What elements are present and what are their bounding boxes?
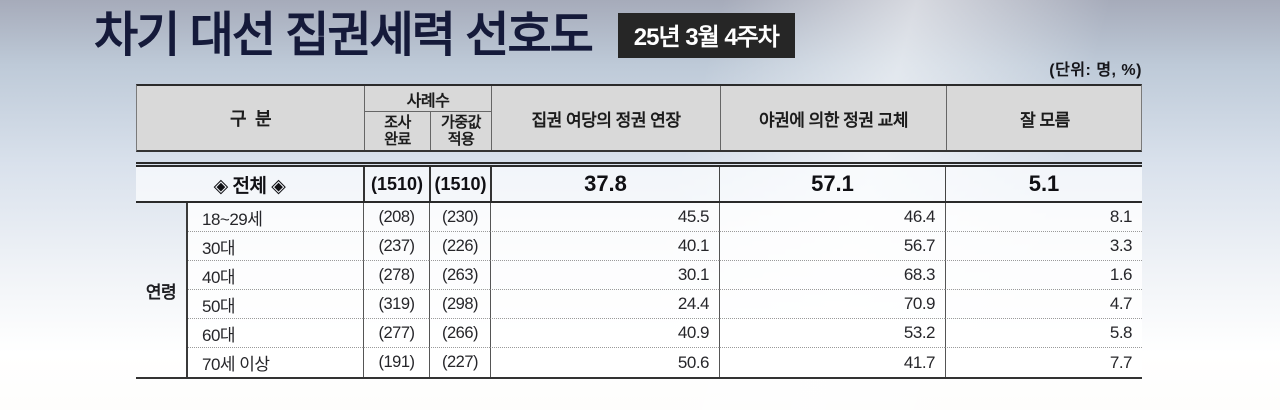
age-row-dont-know: 5.8 [945, 319, 1142, 348]
age-row-label: 50대 [188, 290, 363, 319]
age-row-ruling-extension: 45.5 [490, 203, 719, 232]
age-row-opposition-change: 41.7 [719, 348, 945, 377]
unit-label: (단위: 명, %) [1049, 62, 1142, 79]
age-row-opposition-change: 46.4 [719, 203, 945, 232]
title-row: 차기 대선 집권세력 선호도 25년 3월 4주차 [94, 8, 795, 63]
total-opposition-change: 57.1 [719, 167, 945, 201]
column-header-category: 구 분 [229, 109, 272, 129]
age-row-opposition-change: 56.7 [719, 232, 945, 261]
column-header-ruling-extension: 집권 여당의 정권 연장 [491, 86, 720, 150]
age-row-weighted: (263) [429, 261, 490, 290]
age-row-weighted: (298) [429, 290, 490, 319]
age-row-completed: (277) [363, 319, 429, 348]
age-row-ruling-extension: 24.4 [490, 290, 719, 319]
age-row-dont-know: 3.3 [945, 232, 1142, 261]
age-row-opposition-change: 68.3 [719, 261, 945, 290]
age-row-ruling-extension: 50.6 [490, 348, 719, 377]
age-row-completed: (191) [363, 348, 429, 377]
age-row-ruling-extension: 40.1 [490, 232, 719, 261]
age-row-completed: (278) [363, 261, 429, 290]
total-row: ◈ 전체 ◈ (1510) (1510) 37.8 57.1 5.1 [136, 167, 1142, 203]
age-row-weighted: (266) [429, 319, 490, 348]
age-row-label: 30대 [188, 232, 363, 261]
age-row-completed: (319) [363, 290, 429, 319]
age-row-completed: (237) [363, 232, 429, 261]
age-row-ruling-extension: 40.9 [490, 319, 719, 348]
column-header-cases-weighted: 가중값 적용 [430, 112, 491, 150]
period-badge: 25년 3월 4주차 [617, 13, 795, 59]
column-header-cases-completed: 조사 완료 [364, 112, 430, 150]
age-row-label: 18~29세 [188, 203, 363, 232]
header-body-divider [136, 162, 1142, 167]
age-row-dont-know: 8.1 [945, 203, 1142, 232]
total-dont-know: 5.1 [945, 167, 1142, 201]
age-row-opposition-change: 53.2 [719, 319, 945, 348]
age-row-dont-know: 1.6 [945, 261, 1142, 290]
age-row-dont-know: 4.7 [945, 290, 1142, 319]
age-row-opposition-change: 70.9 [719, 290, 945, 319]
total-completed: (1510) [363, 167, 429, 201]
column-header-dont-know: 잘 모름 [946, 86, 1143, 150]
column-header-cases: 사례수 [364, 86, 491, 112]
age-row-weighted: (230) [429, 203, 490, 232]
column-header-opposition-change: 야권에 의한 정권 교체 [720, 86, 946, 150]
group-label-age: 연령 [136, 203, 188, 377]
age-row-weighted: (227) [429, 348, 490, 377]
age-row-dont-know: 7.7 [945, 348, 1142, 377]
age-row-completed: (208) [363, 203, 429, 232]
page-title: 차기 대선 집권세력 선호도 [94, 9, 594, 62]
table-body: 연령 18~29세 (208) (230) 45.5 46.4 8.1 30대 … [136, 203, 1142, 379]
poll-results-table: 구 분 사례수 조사 완료 가중값 적용 집권 여당의 정권 연장 야권에 의한… [136, 84, 1142, 379]
age-row-label: 40대 [188, 261, 363, 290]
age-row-label: 70세 이상 [188, 348, 363, 377]
table-header: 구 분 사례수 조사 완료 가중값 적용 집권 여당의 정권 연장 야권에 의한… [136, 84, 1142, 152]
total-ruling-extension: 37.8 [490, 167, 719, 201]
age-row-weighted: (226) [429, 232, 490, 261]
total-row-label: ◈ 전체 ◈ [213, 175, 286, 197]
age-row-ruling-extension: 30.1 [490, 261, 719, 290]
age-row-label: 60대 [188, 319, 363, 348]
total-weighted: (1510) [429, 167, 490, 201]
